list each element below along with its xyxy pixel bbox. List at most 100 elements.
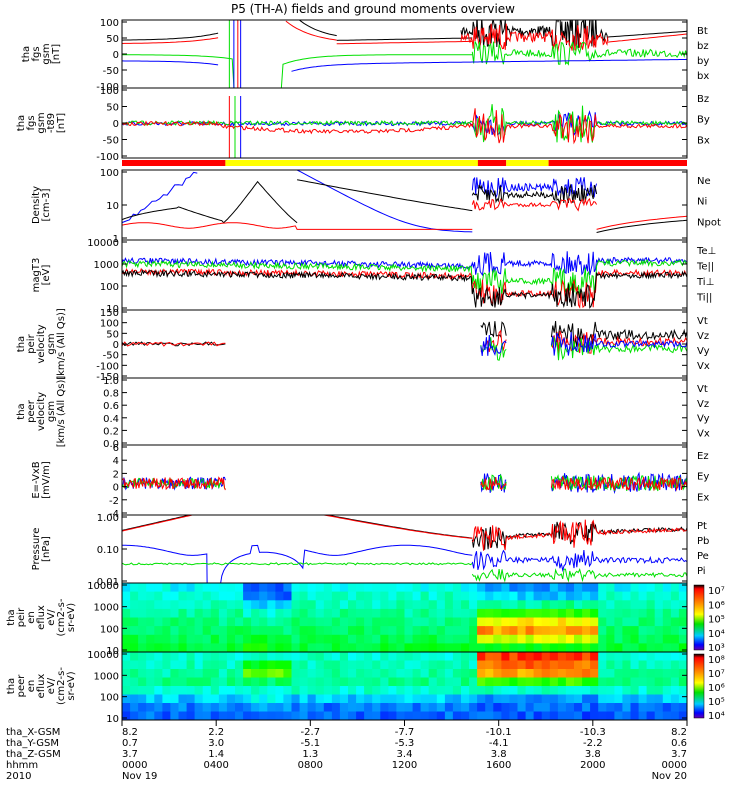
spec-cell — [622, 626, 632, 636]
colorbar-tick: 10⁸ — [708, 655, 725, 666]
spec-cell — [259, 626, 268, 636]
spec-cell — [670, 660, 680, 670]
spec-cell — [356, 600, 365, 610]
spec-cell — [662, 711, 672, 720]
spec-cell — [130, 694, 139, 704]
spec-cell — [283, 686, 293, 696]
spec-cell — [243, 711, 252, 720]
y-label-line: [cm-3] — [41, 188, 52, 221]
spec-cell — [122, 677, 131, 687]
spec-cell — [275, 669, 285, 679]
y-tick-label: 6 — [113, 443, 119, 454]
spec-cell — [323, 643, 333, 652]
spec-cell — [517, 669, 527, 679]
spec-cell — [517, 617, 527, 627]
spec-cell — [646, 660, 656, 670]
legend-label: Ti⊥ — [696, 277, 714, 288]
spec-cell — [291, 643, 301, 652]
spec-cell — [267, 669, 276, 679]
spec-cell — [598, 600, 607, 610]
legend-label: Vt — [697, 384, 708, 395]
spec-cell — [138, 703, 147, 713]
y-label-line: E=-VxB — [31, 461, 42, 498]
spec-cell — [565, 583, 575, 593]
spec-cell — [404, 583, 414, 593]
spec-cell — [307, 643, 317, 652]
spec-cell — [444, 634, 454, 644]
trace-bz-e-0 — [607, 33, 687, 43]
trace-pt-0 — [122, 515, 192, 531]
spec-cell — [485, 711, 494, 720]
spec-cell — [210, 608, 220, 619]
spec-cell — [509, 711, 519, 720]
spec-cell — [509, 660, 519, 670]
colorbar-tick: 10⁴ — [708, 629, 725, 640]
trace-by-b-0 — [471, 41, 687, 66]
spec-cell — [396, 608, 406, 619]
spec-cell — [162, 652, 172, 662]
spec-cell — [501, 694, 511, 704]
y-label-line: eV/ — [46, 609, 57, 626]
panel-temp: 10000 1000 100 10 magT3 [eV] Te⊥ Te|| Ti⊥ Ti|| — [31, 238, 716, 315]
spec-cell — [331, 634, 341, 644]
spec-cell — [275, 617, 285, 627]
spec-cell — [614, 591, 624, 601]
trace-pi-b-0 — [471, 549, 687, 573]
spec-cell — [662, 634, 672, 644]
x-tick-label: 1200 — [392, 760, 417, 771]
y-label-line: tha — [16, 336, 27, 352]
spec-cell — [509, 686, 519, 696]
spec-cell — [590, 686, 599, 696]
spec-cell — [178, 643, 188, 652]
spec-cell — [348, 617, 357, 627]
spec-cell — [259, 677, 268, 687]
colorbar-tick: 10⁶ — [708, 600, 725, 611]
spec-cell — [331, 626, 341, 636]
spec-cell — [388, 694, 398, 704]
spec-cell — [461, 626, 470, 636]
y-label-line: sr-eV) — [66, 671, 77, 700]
spec-cell — [638, 711, 648, 720]
y-tick-label: -50 — [103, 351, 119, 362]
spec-cell — [348, 591, 357, 601]
spec-cell — [654, 703, 664, 713]
trace-vx-b-0 — [480, 334, 507, 356]
x-tick-label: Nov 19 — [122, 771, 157, 782]
spec-cell — [388, 626, 398, 636]
spec-cell — [670, 652, 680, 662]
spec-cell — [614, 617, 624, 627]
spec-cell — [525, 652, 535, 662]
spec-cell — [444, 694, 454, 704]
spec-cell — [283, 643, 293, 652]
spec-cell — [574, 669, 583, 679]
spec-cell — [549, 694, 559, 704]
mode-bar — [122, 160, 687, 166]
legend-label: by — [697, 56, 709, 67]
spec-cell — [331, 703, 341, 713]
spec-cell — [436, 608, 446, 619]
spec-cell — [420, 600, 430, 610]
spec-cell — [356, 703, 365, 713]
spec-cell — [590, 600, 599, 610]
spec-cell — [590, 608, 599, 619]
spec-cell — [138, 617, 147, 627]
spec-cell — [557, 694, 567, 704]
spec-cell — [210, 677, 220, 687]
spec-cell — [396, 626, 406, 636]
spec-cell — [630, 583, 640, 593]
spec-cell — [630, 652, 640, 662]
spec-cell — [380, 608, 389, 619]
spec-cell — [267, 677, 276, 687]
plot-area-efield — [122, 471, 687, 495]
spec-cell — [348, 634, 357, 644]
spec-cell — [259, 591, 268, 601]
spec-cell — [170, 686, 180, 696]
spec-cell — [194, 600, 204, 610]
spec-cell — [146, 660, 155, 670]
spec-cell — [356, 694, 365, 704]
spec-cell — [388, 617, 398, 627]
spec-cell — [202, 626, 212, 636]
spec-cell — [557, 703, 567, 713]
spec-cell — [517, 643, 527, 652]
